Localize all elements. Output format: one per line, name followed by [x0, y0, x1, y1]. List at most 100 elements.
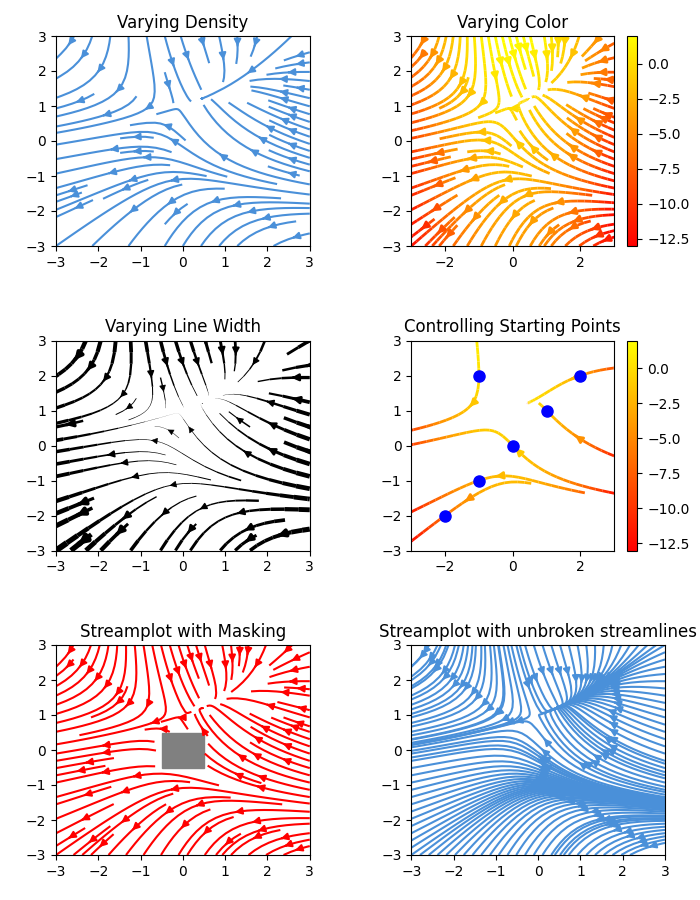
FancyArrowPatch shape: [122, 815, 129, 823]
FancyArrowPatch shape: [612, 673, 620, 680]
FancyArrowPatch shape: [134, 148, 141, 154]
FancyArrowPatch shape: [534, 783, 540, 788]
FancyArrowPatch shape: [235, 773, 243, 778]
FancyArrowPatch shape: [569, 144, 577, 151]
FancyArrowPatch shape: [144, 154, 150, 159]
FancyArrowPatch shape: [173, 209, 180, 215]
FancyArrowPatch shape: [79, 536, 89, 544]
FancyArrowPatch shape: [538, 760, 546, 766]
FancyArrowPatch shape: [134, 772, 141, 778]
FancyArrowPatch shape: [573, 675, 578, 682]
FancyArrowPatch shape: [288, 69, 295, 75]
FancyArrowPatch shape: [182, 821, 188, 828]
FancyArrowPatch shape: [615, 701, 622, 706]
FancyArrowPatch shape: [442, 666, 449, 673]
FancyArrowPatch shape: [468, 89, 475, 96]
FancyArrowPatch shape: [71, 192, 78, 197]
FancyArrowPatch shape: [534, 778, 540, 784]
FancyArrowPatch shape: [102, 769, 109, 774]
FancyArrowPatch shape: [503, 176, 512, 181]
FancyArrowPatch shape: [627, 832, 634, 837]
FancyArrowPatch shape: [580, 763, 587, 769]
FancyArrowPatch shape: [230, 654, 235, 662]
FancyArrowPatch shape: [492, 72, 498, 80]
FancyArrowPatch shape: [419, 50, 427, 58]
FancyArrowPatch shape: [602, 750, 609, 755]
FancyArrowPatch shape: [615, 707, 622, 713]
Title: Streamplot with unbroken streamlines: Streamplot with unbroken streamlines: [379, 623, 697, 641]
FancyArrowPatch shape: [80, 660, 86, 667]
FancyArrowPatch shape: [612, 679, 620, 684]
FancyArrowPatch shape: [120, 391, 127, 397]
FancyArrowPatch shape: [486, 705, 493, 712]
FancyArrowPatch shape: [280, 76, 287, 82]
FancyArrowPatch shape: [598, 69, 606, 75]
FancyArrowPatch shape: [503, 715, 509, 720]
FancyArrowPatch shape: [109, 169, 116, 175]
FancyArrowPatch shape: [464, 683, 471, 690]
FancyArrowPatch shape: [610, 737, 617, 742]
FancyArrowPatch shape: [537, 781, 544, 788]
FancyArrowPatch shape: [597, 673, 604, 680]
FancyArrowPatch shape: [263, 214, 270, 220]
FancyArrowPatch shape: [450, 673, 457, 680]
FancyArrowPatch shape: [550, 45, 555, 53]
FancyArrowPatch shape: [178, 358, 183, 365]
FancyArrowPatch shape: [255, 660, 261, 667]
FancyArrowPatch shape: [284, 744, 291, 749]
Title: Varying Line Width: Varying Line Width: [105, 319, 261, 337]
FancyArrowPatch shape: [531, 784, 538, 789]
FancyArrowPatch shape: [610, 716, 617, 722]
FancyArrowPatch shape: [197, 801, 204, 806]
FancyArrowPatch shape: [592, 224, 600, 230]
FancyArrowPatch shape: [603, 675, 611, 681]
FancyArrowPatch shape: [497, 708, 503, 715]
FancyArrowPatch shape: [100, 840, 107, 846]
FancyArrowPatch shape: [650, 842, 657, 848]
FancyArrowPatch shape: [201, 334, 206, 343]
Title: Streamplot with Masking: Streamplot with Masking: [80, 623, 286, 641]
FancyArrowPatch shape: [434, 181, 442, 186]
FancyArrowPatch shape: [269, 423, 276, 428]
FancyArrowPatch shape: [88, 362, 94, 370]
FancyArrowPatch shape: [293, 374, 300, 380]
FancyArrowPatch shape: [172, 176, 178, 182]
FancyArrowPatch shape: [298, 686, 304, 691]
FancyArrowPatch shape: [509, 105, 517, 111]
FancyArrowPatch shape: [601, 753, 608, 760]
FancyArrowPatch shape: [524, 680, 529, 688]
FancyArrowPatch shape: [147, 699, 153, 707]
FancyArrowPatch shape: [540, 770, 547, 775]
FancyArrowPatch shape: [471, 688, 477, 695]
FancyArrowPatch shape: [594, 755, 601, 760]
FancyArrowPatch shape: [87, 666, 93, 673]
FancyArrowPatch shape: [603, 112, 612, 119]
FancyArrowPatch shape: [516, 140, 523, 148]
FancyArrowPatch shape: [566, 796, 573, 802]
FancyArrowPatch shape: [66, 420, 75, 426]
FancyArrowPatch shape: [558, 795, 565, 800]
FancyArrowPatch shape: [526, 786, 533, 791]
FancyArrowPatch shape: [580, 95, 588, 101]
FancyArrowPatch shape: [188, 653, 193, 662]
FancyArrowPatch shape: [148, 371, 153, 378]
FancyArrowPatch shape: [279, 530, 288, 536]
FancyArrowPatch shape: [482, 138, 490, 143]
FancyArrowPatch shape: [220, 52, 225, 59]
FancyArrowPatch shape: [104, 680, 111, 688]
FancyArrowPatch shape: [510, 50, 516, 59]
FancyArrowPatch shape: [284, 759, 290, 764]
FancyArrowPatch shape: [254, 832, 261, 838]
FancyArrowPatch shape: [568, 208, 577, 213]
FancyArrowPatch shape: [299, 706, 306, 712]
FancyArrowPatch shape: [544, 51, 550, 59]
FancyArrowPatch shape: [289, 143, 296, 148]
FancyArrowPatch shape: [130, 176, 136, 181]
FancyArrowPatch shape: [237, 648, 243, 655]
FancyArrowPatch shape: [168, 198, 175, 204]
FancyArrowPatch shape: [516, 44, 521, 52]
FancyArrowPatch shape: [66, 661, 74, 667]
FancyArrowPatch shape: [484, 148, 493, 154]
FancyArrowPatch shape: [78, 508, 87, 515]
FancyArrowPatch shape: [104, 111, 111, 116]
